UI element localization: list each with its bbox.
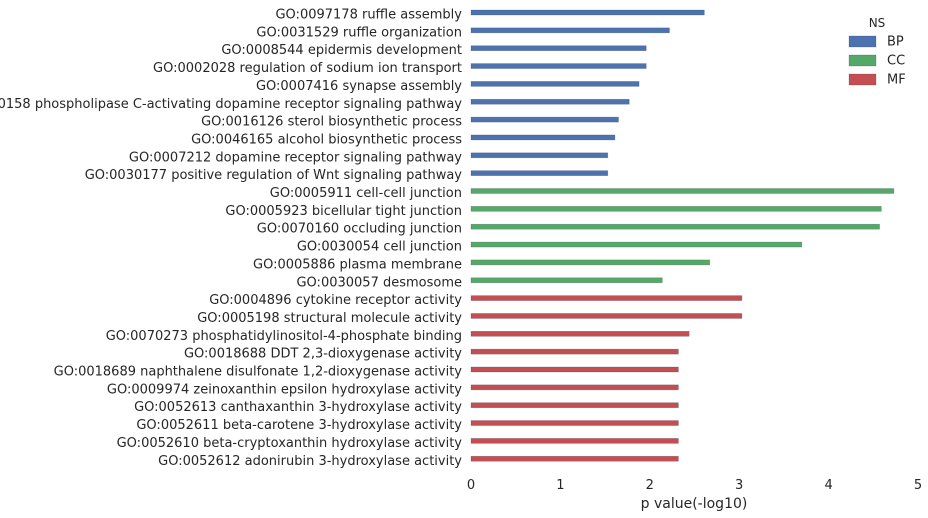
legend-label-cc: CC bbox=[887, 54, 905, 69]
category-label: GO:0008544 epidermis development bbox=[221, 43, 462, 58]
bar-cc bbox=[470, 223, 880, 230]
category-label: GO:0052611 beta-carotene 3-hydroxylase a… bbox=[136, 418, 462, 433]
legend-label-bp: BP bbox=[887, 35, 904, 50]
x-tick-label: 5 bbox=[914, 478, 922, 493]
legend-swatch-mf bbox=[848, 73, 877, 86]
x-tick-label: 3 bbox=[735, 478, 743, 493]
bar-mf bbox=[470, 313, 743, 319]
bar-cc bbox=[470, 241, 803, 248]
category-label: GO:0009974 zeinoxanthin epsilon hydroxyl… bbox=[107, 382, 462, 397]
legend-label-mf: MF bbox=[887, 73, 906, 88]
category-label: GO:0005886 plasma membrane bbox=[253, 257, 462, 272]
category-label: GO:0005911 cell-cell junction bbox=[270, 186, 462, 201]
x-tick-label: 0 bbox=[467, 478, 475, 493]
category-label: GO:0046165 alcohol biosynthetic process bbox=[191, 132, 462, 147]
legend-swatch-bp bbox=[848, 35, 877, 48]
bar-bp bbox=[470, 63, 647, 69]
bar-bp bbox=[470, 152, 609, 159]
bar-bp bbox=[470, 116, 619, 123]
bar-bp bbox=[470, 98, 630, 105]
bar-cc bbox=[470, 259, 710, 266]
category-label: GO:0004896 cytokine receptor activity bbox=[209, 293, 462, 308]
category-label: GO:0030177 positive regulation of Wnt si… bbox=[85, 168, 463, 183]
x-tick-label: 4 bbox=[824, 478, 832, 493]
category-label: GO:0007212 dopamine receptor signaling p… bbox=[129, 150, 462, 165]
bar-mf bbox=[470, 330, 690, 337]
category-label: GO:0052612 adonirubin 3-hydroxylase acti… bbox=[158, 454, 462, 469]
x-axis-ticks: 0 1 2 3 4 5 bbox=[467, 478, 922, 493]
category-label: GO:0016126 sterol biosynthetic process bbox=[201, 115, 462, 130]
bar-mf bbox=[470, 384, 679, 391]
bar-cc bbox=[470, 188, 895, 194]
bar-cc bbox=[470, 206, 882, 212]
legend-title: NS bbox=[869, 16, 886, 30]
bar-bp bbox=[470, 170, 609, 176]
category-label: GO:0030057 desmosome bbox=[296, 275, 462, 290]
category-label: GO:0052610 beta-cryptoxanthin hydroxylas… bbox=[117, 436, 463, 451]
bar-mf bbox=[470, 366, 679, 373]
bar-mf bbox=[470, 348, 679, 355]
category-label: GO:0097178 ruffle assembly bbox=[275, 8, 462, 23]
bar-mf bbox=[470, 402, 679, 409]
category-label: GO:0031529 ruffle organization bbox=[256, 25, 462, 40]
x-tick-label: 2 bbox=[646, 478, 654, 493]
category-label: GO:0007416 synapse assembly bbox=[256, 79, 462, 94]
category-label: GO:0018688 DDT 2,3-dioxygenase activity bbox=[184, 347, 462, 362]
category-label: GO:0070273 phosphatidylinositol-4-phosph… bbox=[106, 329, 462, 344]
category-label: GO:0052613 canthaxanthin 3-hydroxylase a… bbox=[134, 400, 462, 415]
bars bbox=[470, 9, 895, 462]
bar-bp bbox=[470, 27, 670, 34]
legend-swatch-cc bbox=[848, 54, 877, 67]
bar-bp bbox=[470, 45, 647, 52]
category-label: GO:0018689 naphthalene disulfonate 1,2-d… bbox=[54, 365, 463, 380]
category-labels: GO:0097178 ruffle assembly GO:0031529 ruf… bbox=[0, 8, 462, 469]
bar-bp bbox=[470, 81, 640, 87]
bar-mf bbox=[470, 295, 743, 301]
category-label: GO:0005923 bicellular tight junction bbox=[225, 204, 462, 219]
category-label: GO:0005198 structural molecule activity bbox=[197, 311, 462, 326]
bar-cc bbox=[470, 277, 663, 284]
bar-mf bbox=[470, 438, 679, 444]
bar-bp bbox=[470, 134, 616, 141]
category-label: GO:0030054 cell junction bbox=[297, 240, 462, 255]
x-axis-label: p value(-log10) bbox=[641, 496, 748, 512]
bar-mf bbox=[470, 455, 679, 462]
category-label: GO:0070160 occluding junction bbox=[257, 222, 462, 237]
x-tick-label: 1 bbox=[556, 478, 564, 493]
bar-mf bbox=[470, 420, 679, 426]
bar-bp bbox=[470, 9, 705, 16]
category-label: GO:0060158 phospholipase C-activating do… bbox=[0, 97, 462, 112]
category-label: GO:0002028 regulation of sodium ion tran… bbox=[153, 61, 462, 76]
